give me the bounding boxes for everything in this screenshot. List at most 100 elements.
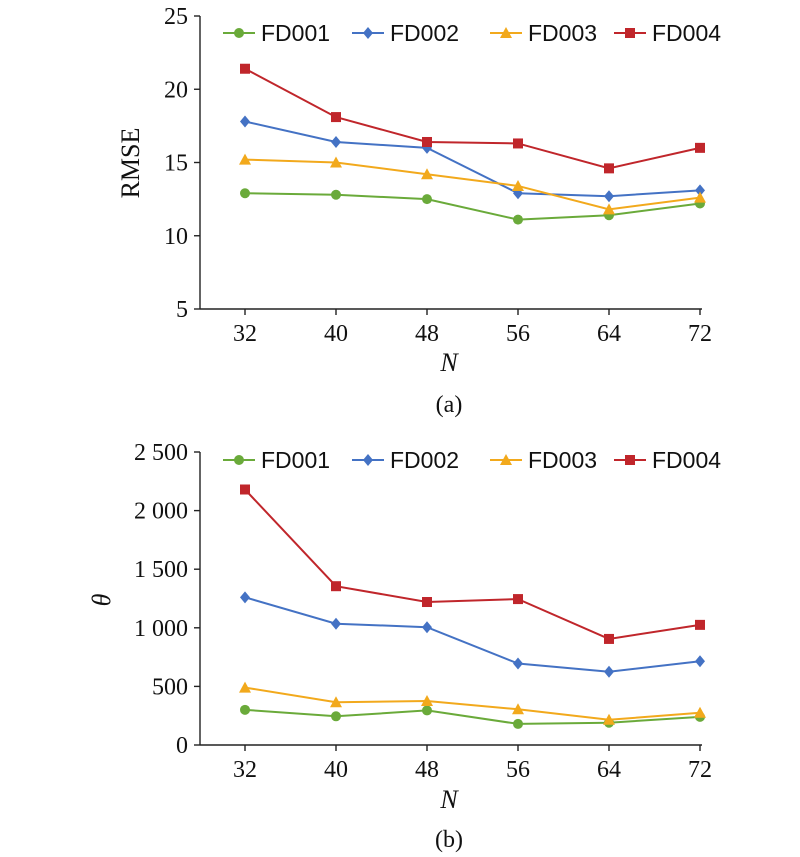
data-point	[239, 681, 251, 693]
y-tick-labels: 0 500 1 000 1 500 2 000 2 500	[134, 440, 200, 759]
legend-item: FD004	[614, 447, 721, 473]
x-tick-label: 64	[597, 757, 621, 783]
legend-label: FD003	[528, 20, 597, 46]
y-tick-labels: 5 10 15 20 25	[164, 4, 200, 323]
series-line	[244, 192, 701, 221]
y-tick-label: 2 000	[134, 499, 188, 525]
data-point	[694, 706, 706, 718]
x-tick-label: 64	[597, 321, 621, 347]
x-tick-label: 56	[506, 757, 530, 783]
y-tick-label: 1 500	[134, 557, 188, 583]
x-tick-label: 48	[415, 321, 439, 347]
data-point	[422, 597, 432, 608]
series-line	[244, 708, 701, 725]
legend-label: FD001	[261, 447, 330, 473]
y-tick-label: 0	[176, 733, 188, 759]
x-tick-label: 32	[233, 321, 257, 347]
series-fd002	[240, 115, 705, 203]
data-point	[422, 136, 432, 147]
legend: FD001 FD002 FD003 FD004	[223, 447, 721, 473]
data-point	[331, 711, 341, 722]
y-tick-label: 1 000	[134, 616, 188, 642]
y-tick-label: 20	[164, 77, 188, 103]
data-point	[513, 657, 523, 670]
data-point	[331, 189, 341, 200]
data-point	[513, 138, 523, 149]
legend-item: FD004	[614, 20, 721, 46]
legend-marker	[500, 454, 512, 465]
series-fd003	[239, 681, 706, 725]
data-point	[603, 713, 615, 725]
series-fd002	[240, 591, 705, 678]
series-fd003	[239, 153, 706, 215]
x-tick-label: 48	[415, 757, 439, 783]
data-point	[695, 655, 705, 668]
data-point	[604, 163, 614, 174]
legend-item: FD001	[223, 447, 330, 473]
legend-label: FD001	[261, 20, 330, 46]
y-axis-title: θ	[87, 593, 116, 606]
data-point	[240, 591, 250, 604]
y-tick-label: 10	[164, 224, 188, 250]
x-tick-label: 40	[324, 757, 348, 783]
x-tick-labels: 32 40 48 56 64 72	[233, 745, 712, 783]
x-tick-labels: 32 40 48 56 64 72	[233, 309, 712, 347]
legend-label: FD004	[652, 20, 721, 46]
legend-item: FD001	[223, 20, 330, 46]
chart-panel-b: 0 500 1 000 1 500 2 000 2 500 32 40 48 56 64 72 FD…	[87, 440, 721, 853]
data-point	[421, 695, 433, 707]
legend-item: FD002	[352, 447, 459, 473]
series-layer	[239, 484, 706, 729]
legend-item: FD002	[352, 20, 459, 46]
legend-label: FD002	[390, 447, 459, 473]
legend-item: FD003	[490, 447, 597, 473]
data-point	[512, 179, 524, 191]
data-point	[603, 203, 615, 215]
data-point	[604, 190, 614, 203]
y-tick-label: 15	[164, 151, 188, 177]
series-line	[244, 120, 701, 198]
data-point	[695, 619, 705, 630]
x-tick-label: 40	[324, 321, 348, 347]
series-line	[244, 686, 701, 721]
data-point	[604, 665, 614, 678]
x-axis-title: N	[439, 785, 459, 814]
data-point	[240, 188, 250, 199]
legend-marker	[363, 454, 373, 466]
panel-caption: (a)	[436, 392, 463, 418]
y-axis-title: RMSE	[116, 128, 145, 199]
series-layer	[239, 63, 706, 225]
data-point	[512, 703, 524, 715]
data-point	[421, 168, 433, 180]
data-point	[330, 696, 342, 708]
legend-marker	[234, 28, 244, 38]
series-fd004	[240, 484, 705, 644]
x-axis-title: N	[439, 348, 459, 377]
data-point	[422, 621, 432, 634]
data-point	[331, 112, 341, 123]
legend-marker	[234, 455, 244, 465]
series-line	[244, 488, 701, 640]
series-fd004	[240, 63, 705, 174]
legend-item: FD003	[490, 20, 597, 46]
series-line	[244, 67, 701, 170]
legend-marker	[363, 27, 373, 39]
y-tick-label: 500	[152, 674, 188, 700]
data-point	[695, 184, 705, 197]
legend: FD001 FD002 FD003 FD004	[223, 20, 721, 46]
legend-marker	[500, 27, 512, 38]
data-point	[422, 705, 432, 716]
series-line	[244, 158, 701, 211]
data-point	[513, 718, 523, 729]
data-point	[240, 704, 250, 715]
data-point	[331, 581, 341, 592]
y-tick-label: 5	[176, 297, 188, 323]
y-tick-label: 2 500	[134, 440, 188, 466]
x-tick-label: 32	[233, 757, 257, 783]
series-line	[244, 596, 701, 673]
x-tick-label: 56	[506, 321, 530, 347]
data-point	[331, 617, 341, 630]
legend-label: FD003	[528, 447, 597, 473]
